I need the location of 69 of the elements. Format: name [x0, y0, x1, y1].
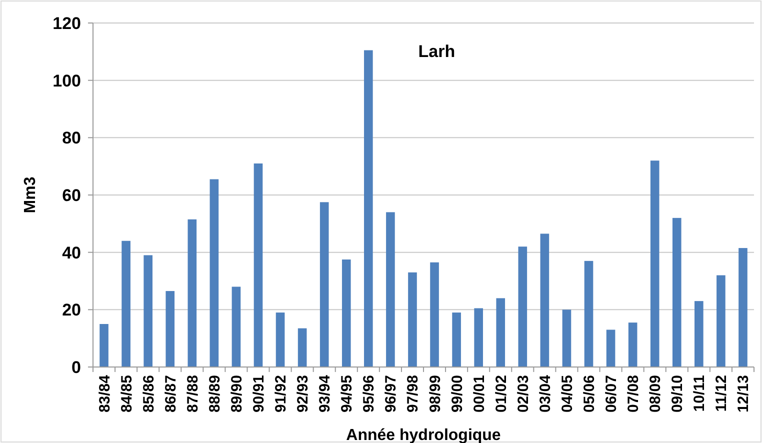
x-tick-label: 89/90 — [228, 375, 246, 413]
bar — [144, 255, 152, 367]
y-axis-title: Mm3 — [22, 176, 39, 214]
y-tick-label: 20 — [62, 300, 81, 320]
bar — [474, 308, 483, 367]
y-tick-label: 100 — [52, 71, 81, 90]
bar — [320, 202, 329, 367]
y-tick-label: 120 — [52, 14, 81, 33]
bar — [562, 310, 572, 367]
x-tick-label: 05/06 — [581, 375, 598, 413]
x-tick-label: 95/96 — [360, 375, 378, 413]
x-tick-label: 84/85 — [118, 375, 136, 413]
bar — [650, 160, 660, 367]
bar — [694, 301, 704, 367]
bar — [298, 328, 307, 367]
bar — [166, 291, 175, 367]
x-tick-label: 06/07 — [603, 375, 620, 413]
text: Larh — [418, 42, 456, 61]
x-tick-label: 07/08 — [625, 375, 642, 413]
bar — [518, 246, 528, 367]
x-tick-label: 91/92 — [272, 375, 290, 413]
x-tick-label: 97/98 — [404, 375, 422, 413]
bar — [738, 248, 748, 367]
x-tick-label: 08/09 — [647, 375, 664, 413]
y-tick-label: 60 — [62, 186, 81, 205]
bar — [408, 272, 417, 367]
y-tick-label: 40 — [62, 243, 81, 262]
x-tick-label: 10/11 — [691, 375, 708, 412]
x-tick-label: 01/02 — [492, 375, 510, 413]
x-tick-label: 85/86 — [140, 375, 158, 413]
bar — [496, 298, 506, 367]
x-tick-label: 00/01 — [470, 375, 488, 413]
x-tick-label: 87/88 — [184, 375, 202, 413]
bar — [430, 262, 439, 367]
bar — [100, 324, 108, 367]
bar — [716, 275, 726, 367]
x-tick-label: 93/94 — [316, 374, 334, 413]
x-tick-label: 11/12 — [713, 375, 730, 412]
x-tick-label: 04/05 — [558, 375, 576, 413]
x-tick-label: 98/99 — [426, 375, 444, 413]
bar — [540, 234, 550, 367]
bar — [628, 322, 638, 367]
x-tick-label: 88/89 — [206, 375, 224, 413]
bar — [606, 330, 616, 367]
bar — [232, 286, 241, 367]
bar — [672, 218, 682, 367]
x-tick-label: 09/10 — [669, 375, 686, 413]
x-tick-label: 12/13 — [735, 375, 752, 413]
bar — [210, 179, 219, 367]
bar — [584, 260, 594, 367]
bar — [386, 212, 395, 367]
x-tick-label: 83/84 — [96, 374, 114, 413]
x-tick-label: 94/95 — [338, 375, 356, 413]
x-tick-label: 99/00 — [448, 375, 466, 413]
x-tick-label: 96/97 — [382, 375, 400, 413]
bar — [452, 312, 461, 367]
bar — [254, 163, 263, 367]
bar — [122, 240, 130, 367]
bar — [364, 50, 373, 367]
bar — [342, 260, 351, 367]
x-tick-label: 03/04 — [536, 374, 554, 413]
x-tick-label: 90/91 — [250, 375, 268, 413]
x-tick-label: 92/93 — [294, 375, 312, 413]
bar — [188, 219, 197, 367]
bar — [276, 312, 285, 367]
y-tick-label: 0 — [72, 358, 81, 377]
y-tick-label: 80 — [62, 128, 81, 148]
x-tick-label: 86/87 — [162, 375, 180, 413]
x-tick-label: 02/03 — [514, 375, 532, 413]
